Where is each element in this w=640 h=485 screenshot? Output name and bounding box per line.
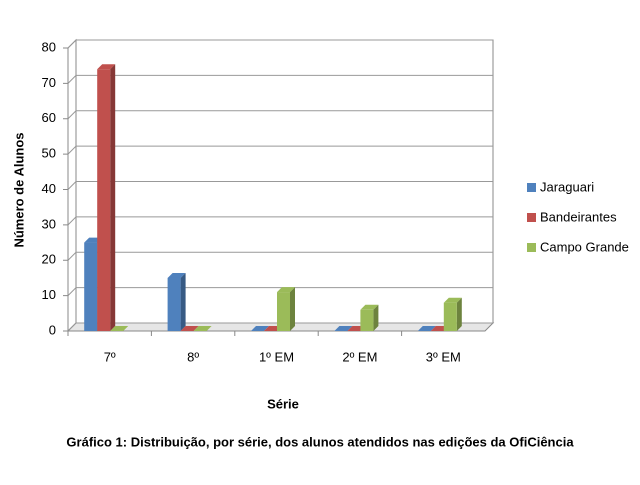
y-tick-label: 70	[42, 75, 56, 90]
bar	[443, 302, 457, 331]
bar-top	[417, 326, 436, 331]
y-tick-label: 30	[42, 216, 56, 231]
y-tick-label: 80	[42, 39, 56, 54]
grid-line-side	[67, 181, 77, 190]
bar-top	[180, 326, 199, 331]
y-axis-label: Número de Alunos	[11, 132, 26, 247]
bar	[277, 292, 290, 331]
chart-title: Gráfico 1: Distribuição, por série, dos …	[66, 434, 574, 449]
legend-label: Campo Grande	[540, 239, 629, 254]
legend-label: Bandeirantes	[540, 209, 617, 224]
bar-top	[360, 304, 379, 310]
legend-swatch	[527, 243, 536, 252]
grid-line-side	[67, 287, 77, 296]
bar-top	[334, 326, 353, 331]
y-tick-label: 10	[42, 287, 56, 302]
grid-line-side	[67, 145, 77, 155]
bar-top	[193, 326, 212, 331]
y-tick-label: 20	[42, 252, 56, 267]
bar-side	[180, 272, 186, 331]
bar-side	[290, 287, 295, 331]
bar	[84, 242, 98, 331]
grid-line-side	[67, 75, 77, 84]
grid-line-side	[67, 216, 77, 226]
y-tick-label: 40	[42, 181, 56, 196]
x-axis-label: Série	[267, 396, 299, 411]
bar-top	[251, 326, 269, 331]
legend-swatch	[527, 183, 536, 192]
bar-side	[110, 64, 116, 331]
bar-top	[97, 64, 116, 70]
bar-top	[167, 272, 186, 278]
y-tick-label: 50	[42, 146, 56, 161]
bar-side	[456, 297, 462, 331]
grid-line-side	[67, 39, 77, 49]
x-tick-label: 2º EM	[342, 349, 377, 364]
legend-label: Jaraguari	[540, 179, 594, 194]
legend-swatch	[527, 213, 536, 222]
bar-side	[373, 304, 379, 331]
bar	[167, 277, 181, 331]
grid-line-side	[67, 110, 77, 120]
y-tick-label: 0	[49, 322, 56, 337]
bar-top	[110, 326, 129, 331]
bar-top	[443, 297, 462, 303]
grid-line-side	[67, 322, 77, 332]
grid-line-side	[67, 251, 77, 261]
x-tick-label: 1º EM	[259, 349, 294, 364]
y-tick-label: 60	[42, 110, 56, 125]
x-tick-label: 7º	[104, 349, 116, 364]
bar-top	[277, 287, 295, 293]
bar	[360, 309, 374, 331]
bar	[97, 69, 111, 331]
x-tick-label: 3º EM	[426, 349, 461, 364]
x-tick-label: 8º	[187, 349, 199, 364]
